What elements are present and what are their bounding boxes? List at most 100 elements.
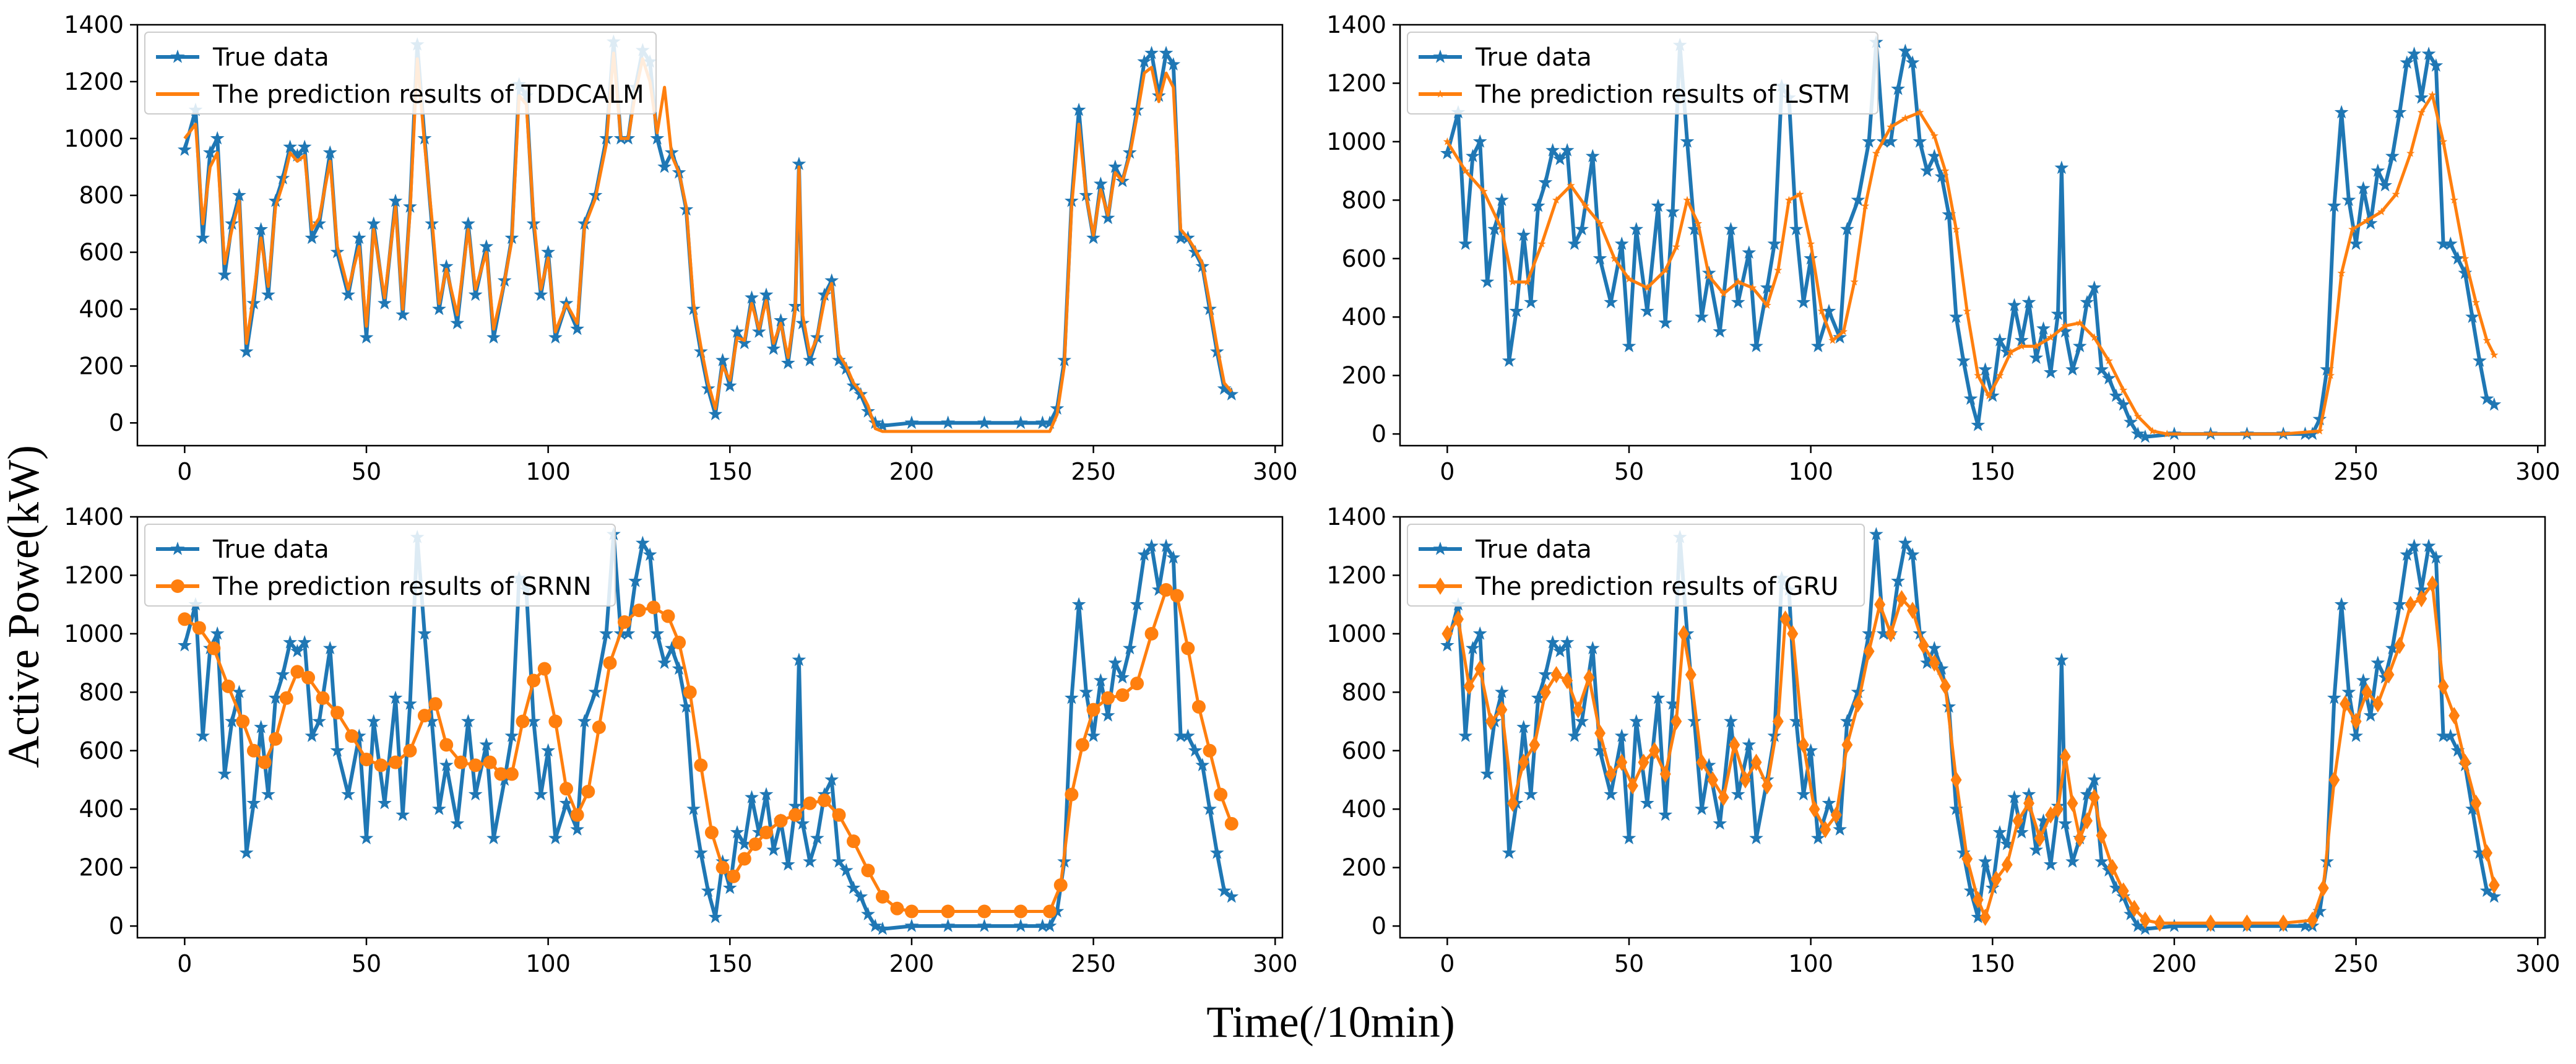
data-point <box>1885 625 1896 642</box>
data-point <box>2416 590 2427 608</box>
data-point <box>2117 882 2129 900</box>
data-point <box>1130 677 1144 691</box>
x-tick-label: 0 <box>1440 950 1454 977</box>
data-point <box>388 755 402 769</box>
data-point <box>603 656 617 670</box>
data-point <box>305 729 319 742</box>
data-point <box>1649 742 1661 759</box>
data-point <box>2107 859 2119 876</box>
data-point <box>1622 831 1636 845</box>
series-line <box>1446 582 2496 925</box>
y-tick-label: 0 <box>109 912 124 940</box>
subplot-grid: 0 50 100 150 200 250 3000200400600800100012001… <box>64 11 2560 977</box>
data-point <box>1671 712 1682 730</box>
data-point <box>1594 724 1606 742</box>
data-point <box>1830 806 1842 824</box>
data-point <box>694 758 708 772</box>
data-point <box>2426 575 2438 593</box>
series-true-data <box>1440 35 2502 443</box>
data-point <box>1920 163 1934 177</box>
data-point <box>217 267 232 282</box>
data-point <box>1014 904 1028 919</box>
data-point <box>192 621 206 635</box>
x-tick-label: 100 <box>1788 458 1833 485</box>
x-tick-label: 300 <box>2515 950 2561 977</box>
y-tick-label: 400 <box>79 795 124 823</box>
data-point <box>2088 789 2100 807</box>
data-point <box>1863 642 1875 660</box>
axes-frame <box>1399 24 2546 447</box>
data-point <box>1874 595 1886 613</box>
data-point <box>2349 729 2364 742</box>
data-point <box>1043 904 1057 919</box>
data-point <box>2167 919 2182 932</box>
data-point <box>1502 353 1516 367</box>
data-point <box>1496 701 1508 719</box>
data-point <box>977 904 992 919</box>
y-tick-label: 400 <box>79 295 124 322</box>
data-point <box>486 330 501 344</box>
y-tick-label: 200 <box>79 854 124 881</box>
series-true-data <box>1440 527 2502 935</box>
data-point <box>417 709 431 723</box>
data-point <box>2278 914 2289 932</box>
data-point <box>2129 899 2140 917</box>
data-point <box>1441 625 1453 642</box>
data-point <box>657 159 672 173</box>
data-point <box>1841 736 1853 754</box>
data-point <box>683 685 697 699</box>
data-point <box>941 919 956 932</box>
x-tick-label: 100 <box>1788 950 1833 977</box>
data-point <box>1695 802 1709 815</box>
data-point <box>1013 415 1028 429</box>
data-point <box>2081 812 2093 830</box>
data-point <box>1101 691 1115 705</box>
data-point <box>1810 339 1825 353</box>
data-point <box>1507 794 1519 812</box>
data-point <box>875 921 890 935</box>
data-point <box>1458 729 1473 742</box>
data-point <box>737 852 751 866</box>
data-point <box>374 758 388 772</box>
data-point <box>2029 350 2044 365</box>
data-point <box>904 919 919 932</box>
data-point <box>261 287 275 301</box>
data-point <box>1731 295 1745 309</box>
legend-label: True data <box>212 43 329 72</box>
data-point <box>1779 610 1791 628</box>
data-point <box>1203 743 1217 758</box>
data-point <box>177 638 192 652</box>
x-tick-label: 200 <box>889 458 935 485</box>
y-tick-label: 600 <box>79 737 124 764</box>
data-point <box>2361 683 2373 701</box>
data-point <box>537 662 551 676</box>
data-point <box>483 755 497 769</box>
data-point <box>861 907 875 920</box>
data-point <box>548 714 563 729</box>
data-point <box>236 714 250 729</box>
data-point <box>316 691 330 705</box>
y-tick-label: 0 <box>109 409 124 436</box>
data-point <box>1852 695 1864 713</box>
x-tick-label: 250 <box>2333 950 2379 977</box>
data-point <box>2034 829 2046 847</box>
x-tick-label: 250 <box>2333 458 2379 485</box>
data-point <box>2328 771 2340 789</box>
data-point <box>1616 753 1628 771</box>
data-point <box>1115 670 1130 684</box>
data-point <box>570 808 584 822</box>
data-point <box>196 729 210 742</box>
data-point <box>2394 636 2406 654</box>
data-point <box>1695 309 1709 323</box>
y-tick-label: 800 <box>1341 678 1386 706</box>
data-point <box>780 857 795 871</box>
data-point <box>1480 766 1495 781</box>
x-tick-label: 200 <box>2152 458 2197 485</box>
data-point <box>2023 794 2035 812</box>
data-point <box>1749 339 1763 353</box>
data-point <box>632 603 646 618</box>
x-tick-label: 50 <box>352 458 381 485</box>
data-point <box>1170 589 1184 603</box>
data-point <box>2488 876 2500 894</box>
data-point <box>345 729 359 743</box>
